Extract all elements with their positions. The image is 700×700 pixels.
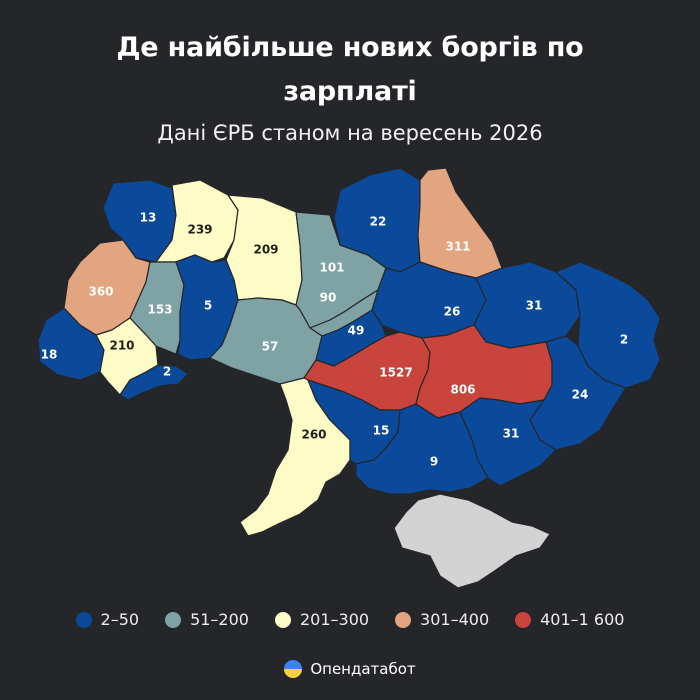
region-luhansk — [555, 261, 661, 389]
legend-label: 2–50 — [100, 610, 140, 629]
region-label: 15 — [373, 424, 390, 438]
region-label: 209 — [253, 243, 278, 257]
legend-label: 401–1 600 — [540, 610, 625, 629]
region-label: 26 — [444, 305, 461, 319]
region-label: 9 — [430, 455, 438, 469]
region-label: 5 — [204, 299, 212, 313]
map-legend: 2–50 51–200 201–300 301–400 401–1 600 — [0, 610, 700, 629]
region-label: 57 — [262, 340, 279, 354]
legend-label: 51–200 — [190, 610, 249, 629]
region-donetsk — [529, 335, 627, 451]
region-label: 2 — [163, 365, 171, 379]
region-label: 311 — [445, 240, 470, 254]
legend-label: 201–300 — [299, 610, 370, 629]
region-chernivtsi — [119, 364, 189, 401]
region-label: 22 — [370, 215, 387, 229]
region-label: 18 — [41, 348, 58, 362]
legend-swatch-icon — [165, 611, 182, 628]
region-label: 49 — [348, 324, 365, 338]
region-label: 2 — [620, 333, 628, 347]
region-crimea — [393, 493, 551, 589]
brand-name: Опендатабот — [310, 660, 416, 678]
map-title: Де найбільше нових боргів по зарплаті — [0, 26, 700, 114]
legend-item: 2–50 — [75, 610, 140, 629]
region-label: 31 — [503, 427, 520, 441]
region-kherson — [355, 403, 489, 495]
legend-swatch-icon — [515, 611, 532, 628]
region-label: 153 — [147, 303, 172, 317]
region-label: 239 — [187, 223, 212, 237]
region-label: 90 — [320, 291, 337, 305]
opendatabot-logo-icon — [284, 660, 303, 678]
legend-item: 51–200 — [165, 610, 249, 629]
region-label: 360 — [88, 285, 113, 299]
region-label: 24 — [572, 388, 589, 402]
region-label: 101 — [319, 261, 344, 275]
region-label: 13 — [140, 211, 157, 225]
legend-swatch-icon — [274, 611, 291, 628]
region-label: 260 — [301, 428, 326, 442]
legend-item: 301–400 — [395, 610, 489, 629]
map-subtitle: Дані ЄРБ станом на вересень 2026 — [157, 121, 543, 145]
legend-item: 401–1 600 — [515, 610, 624, 629]
legend-label: 301–400 — [420, 610, 490, 629]
map-title-line-1: Де найбільше нових боргів по — [116, 32, 584, 63]
legend-item: 201–300 — [274, 610, 370, 629]
brand-footer: Опендатабот — [0, 660, 700, 678]
region-sumy — [417, 167, 503, 279]
map-title-line-2: зарплаті — [283, 76, 417, 107]
region-label: 1527 — [379, 366, 412, 380]
region-label: 210 — [109, 339, 134, 353]
region-label: 31 — [526, 299, 543, 313]
legend-swatch-icon — [395, 611, 412, 628]
legend-swatch-icon — [75, 611, 92, 628]
region-label: 806 — [450, 383, 475, 397]
